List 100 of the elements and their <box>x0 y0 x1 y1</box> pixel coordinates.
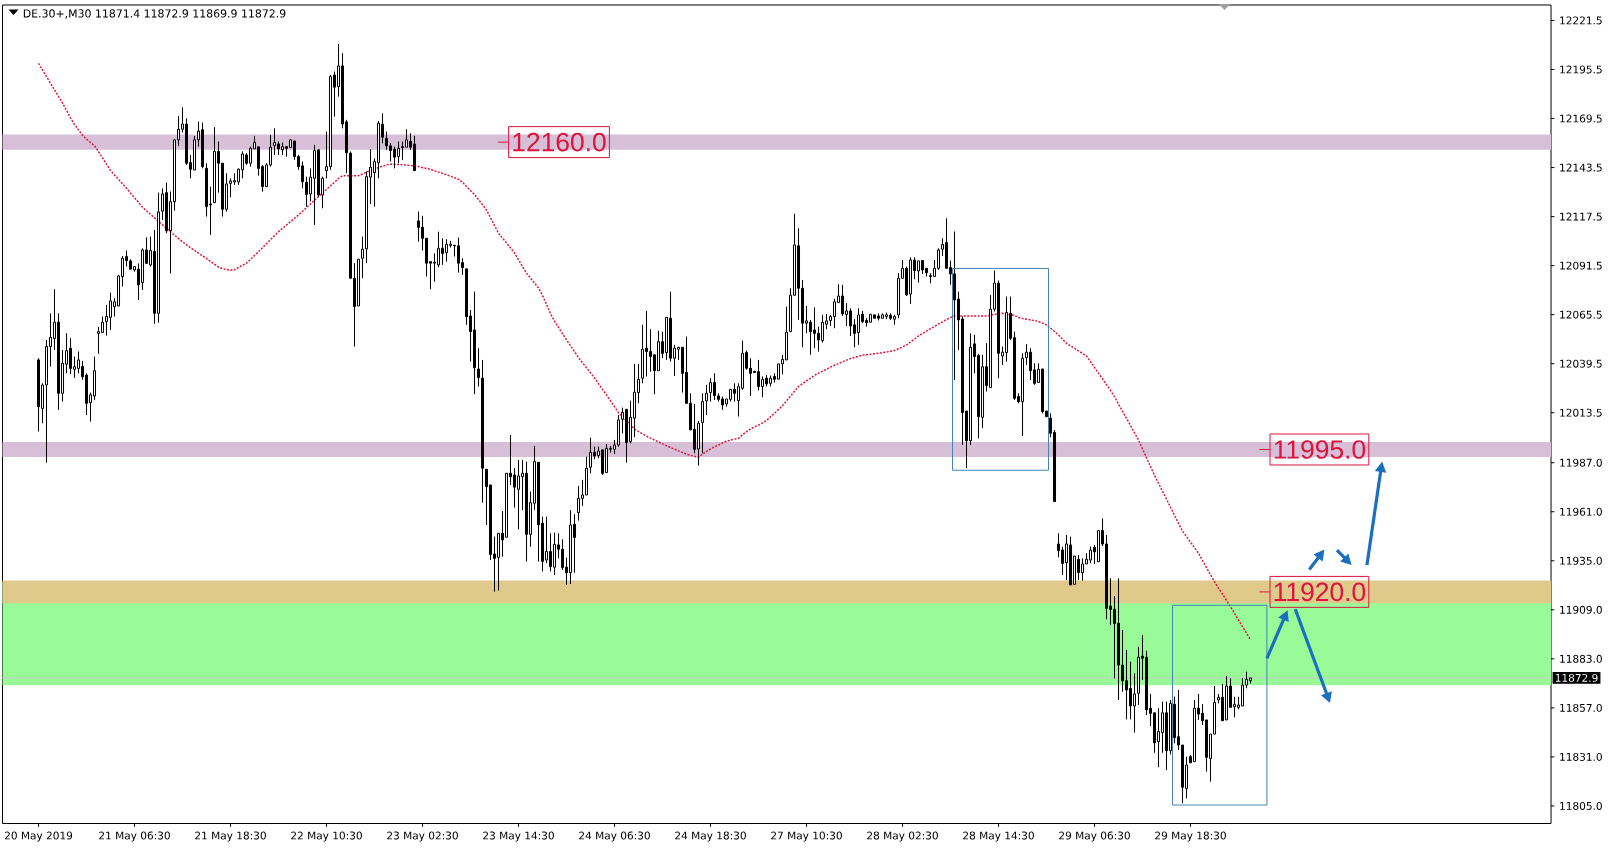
candlestick <box>709 377 713 403</box>
x-tick-label: 28 May 14:30 <box>963 831 1034 842</box>
candlestick <box>1249 677 1253 685</box>
candlestick <box>705 384 709 416</box>
candlestick <box>1005 296 1009 363</box>
candlestick <box>917 260 921 284</box>
x-tick-label: 28 May 02:30 <box>867 831 938 842</box>
y-tick-label: 12195.5 <box>1560 65 1602 74</box>
candlestick <box>473 291 477 395</box>
y-tick-label: 12039.5 <box>1560 359 1602 368</box>
candlestick <box>1193 699 1197 763</box>
candlestick <box>157 192 161 324</box>
candlestick <box>497 532 501 592</box>
y-tick-label: 11883.0 <box>1560 654 1602 663</box>
candlestick <box>797 227 801 321</box>
x-tick-label: 24 May 06:30 <box>579 831 650 842</box>
candlestick <box>1113 595 1117 679</box>
candlestick <box>601 449 605 476</box>
candlestick <box>1161 701 1165 754</box>
band-label: 11920.0 <box>1274 582 1366 602</box>
candlestick <box>1221 683 1225 722</box>
candlestick <box>1097 530 1101 563</box>
candlestick <box>1021 352 1025 437</box>
candlestick <box>645 310 649 378</box>
candlestick <box>657 330 661 372</box>
candlestick <box>733 382 737 403</box>
y-tick-label: 12117.5 <box>1560 212 1602 221</box>
candlestick <box>505 472 509 538</box>
candlestick <box>69 337 73 375</box>
candlestick <box>233 172 237 186</box>
y-tick-label: 11857.0 <box>1560 703 1602 712</box>
band-label: 12160.0 <box>513 132 606 152</box>
x-tick-label: 24 May 18:30 <box>675 831 746 842</box>
candlestick <box>785 306 789 361</box>
candlestick <box>57 312 61 411</box>
band-label: 11995.0 <box>1274 440 1366 459</box>
candlestick <box>213 126 217 204</box>
candlestick <box>1129 661 1133 720</box>
candlestick <box>405 128 409 148</box>
candlestick <box>869 313 873 323</box>
y-tick-label: 12221.5 <box>1560 16 1602 25</box>
y-tick-label: 12143.5 <box>1560 163 1602 172</box>
x-tick-label: 20 May 2019 <box>4 831 73 842</box>
candlestick <box>105 304 109 337</box>
y-tick-label: 11909.0 <box>1560 605 1602 614</box>
candlestick <box>413 135 417 172</box>
candlestick <box>165 182 169 234</box>
x-tick-label: 21 May 06:30 <box>99 831 170 842</box>
candlestick <box>693 403 697 454</box>
y-tick-label: 11935.0 <box>1560 556 1602 565</box>
y-tick-label: 11805.0 <box>1560 801 1602 810</box>
candlestick <box>281 141 285 156</box>
candlestick <box>1157 707 1161 768</box>
x-tick-label: 23 May 02:30 <box>387 831 458 842</box>
candlestick <box>481 359 485 504</box>
candlestick <box>577 485 581 522</box>
candlestick <box>1137 646 1141 706</box>
candlestick <box>93 356 97 401</box>
candlestick <box>545 516 549 564</box>
y-tick-label: 12065.5 <box>1560 310 1602 319</box>
candlestick <box>417 211 421 243</box>
candlestick <box>205 162 209 218</box>
candlestick <box>1125 649 1129 720</box>
y-tick-label: 12169.5 <box>1560 114 1602 123</box>
y-tick-label: 11961.0 <box>1560 507 1602 516</box>
candlestick <box>569 509 573 585</box>
y-tick-label: 11987.0 <box>1560 458 1602 467</box>
candlestick <box>665 316 669 361</box>
x-tick-label: 29 May 18:30 <box>1155 831 1226 842</box>
candlestick <box>809 319 813 356</box>
x-tick-label: 22 May 10:30 <box>291 831 362 842</box>
candlestick <box>701 392 705 454</box>
candlestick <box>433 252 437 283</box>
candlestick <box>517 459 521 530</box>
candlestick <box>553 532 557 576</box>
candlestick <box>585 456 589 496</box>
candlestick <box>729 388 733 403</box>
y-tick-label: 11831.0 <box>1560 752 1602 761</box>
candlestick <box>669 291 673 363</box>
candlestick <box>641 324 645 384</box>
candlestick <box>865 317 869 328</box>
candlestick <box>1117 577 1121 701</box>
x-tick-label: 27 May 10:30 <box>771 831 842 842</box>
candlestick <box>525 461 529 563</box>
candlestick <box>633 363 637 438</box>
candlestick <box>981 354 985 429</box>
candlestick <box>777 363 781 380</box>
y-tick-label: 12013.5 <box>1560 408 1602 417</box>
y-tick-label: 12091.5 <box>1560 261 1602 270</box>
candlestick <box>549 532 553 573</box>
x-tick-label: 29 May 06:30 <box>1059 831 1130 842</box>
candlestick <box>441 237 445 266</box>
candlestick <box>561 538 565 571</box>
candlestick <box>437 231 441 268</box>
x-tick-label: 23 May 14:30 <box>483 831 554 842</box>
candlestick <box>605 443 609 474</box>
ref-line-label: 11872.9 <box>1555 673 1598 682</box>
chart-title: DE.30+,M30 11871.4 11872.9 11869.9 11872.9 <box>23 9 286 19</box>
candlestick <box>1153 712 1157 754</box>
x-tick-label: 21 May 18:30 <box>195 831 266 842</box>
